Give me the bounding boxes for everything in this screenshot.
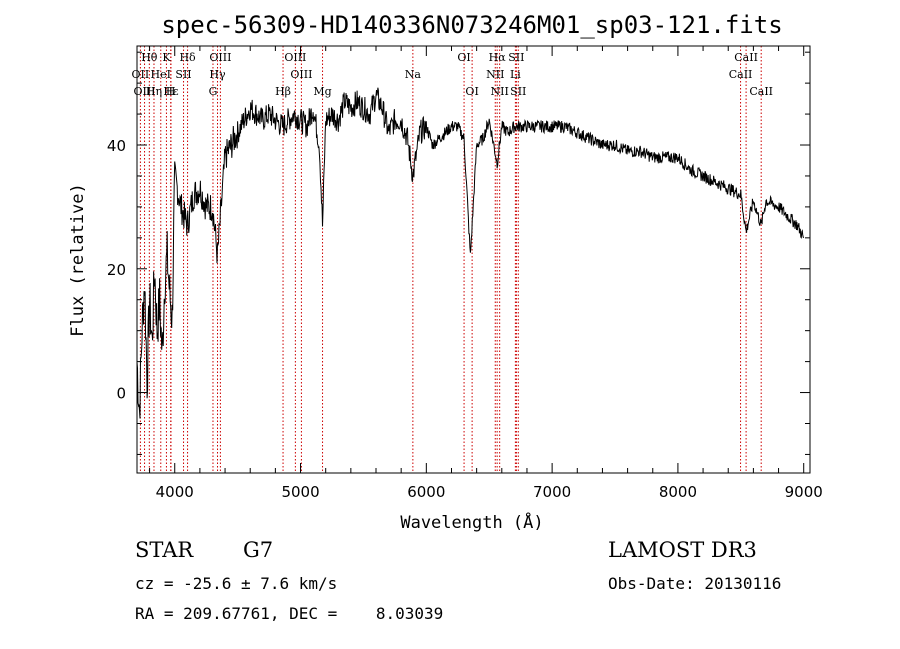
spectral-line-label: Hδ [179, 51, 196, 64]
y-axis-label: Flux (relative) [68, 183, 88, 337]
spectral-line-label: SII [508, 51, 524, 64]
spectral-line-label: Hθ [141, 51, 158, 64]
spectral-line-markers [139, 46, 762, 473]
coordinates: RA = 209.67761, DEC = 8.03039 [135, 604, 444, 623]
spectral-line-label: CaII [729, 68, 753, 81]
y-tick-label: 0 [116, 385, 126, 403]
flux-line [136, 87, 805, 419]
y-tick-label: 40 [107, 137, 126, 155]
plot-frame [136, 45, 811, 474]
spectral-line-label: HeI [151, 68, 171, 81]
flux-series [136, 87, 805, 419]
x-tick-label: 6000 [407, 483, 445, 501]
spectral-line-label: OI [457, 51, 470, 64]
spectral-line-label: H [166, 85, 176, 98]
spectral-line-label: Mg [313, 85, 331, 98]
spectral-line-label: Hη [146, 85, 162, 98]
spectral-line-label: Na [405, 68, 422, 81]
x-tick-label: 4000 [156, 483, 194, 501]
x-tick-label: 9000 [785, 483, 823, 501]
spectral-line-label: CaII [734, 51, 758, 64]
spectral-line-label: OIII [284, 51, 306, 64]
spectral-line-label: K [162, 51, 171, 64]
spectral-line-label: CaII [749, 85, 773, 98]
spectral-line-label: SII [175, 68, 191, 81]
x-tick-label: 8000 [659, 483, 697, 501]
spectral-line-label: Hβ [275, 85, 291, 98]
observation-date: Obs-Date: 20130116 [608, 574, 782, 593]
survey-name: LAMOST DR3 [608, 538, 757, 562]
spectrum-chart: spec-56309-HD140336N073246M01_sp03-121.f… [68, 11, 823, 533]
chart-title: spec-56309-HD140336N073246M01_sp03-121.f… [161, 11, 782, 39]
spectral-line-label: SII [510, 85, 526, 98]
spectral-line-label: Hε [163, 85, 179, 98]
spectral-line-label: NII [486, 68, 504, 81]
spectral-subclass: G7 [243, 538, 274, 562]
x-tick-label: 7000 [533, 483, 571, 501]
y-axis: 0 20 40 [107, 51, 810, 455]
spectral-line-label: G [209, 85, 218, 98]
x-axis: 4000 5000 6000 7000 8000 9000 [149, 46, 823, 501]
spectral-line-label: OIII [134, 85, 156, 98]
spectral-line-label: OIII [209, 51, 231, 64]
object-type: STAR [135, 538, 194, 562]
spectral-line-label: Hα [489, 51, 507, 64]
spectral-line-label: OI [465, 85, 478, 98]
spectral-line-label: OII [132, 68, 150, 81]
spectral-line-label: OIII [290, 68, 312, 81]
redshift-value: cz = -25.6 ± 7.6 km/s [135, 574, 338, 593]
x-tick-label: 5000 [281, 483, 319, 501]
spectral-line-label: NII [491, 85, 509, 98]
x-axis-label: Wavelength (Å) [400, 511, 543, 533]
y-tick-label: 20 [107, 261, 126, 279]
spectral-line-label: Hγ [209, 68, 226, 81]
spectral-line-label: Li [510, 68, 521, 81]
